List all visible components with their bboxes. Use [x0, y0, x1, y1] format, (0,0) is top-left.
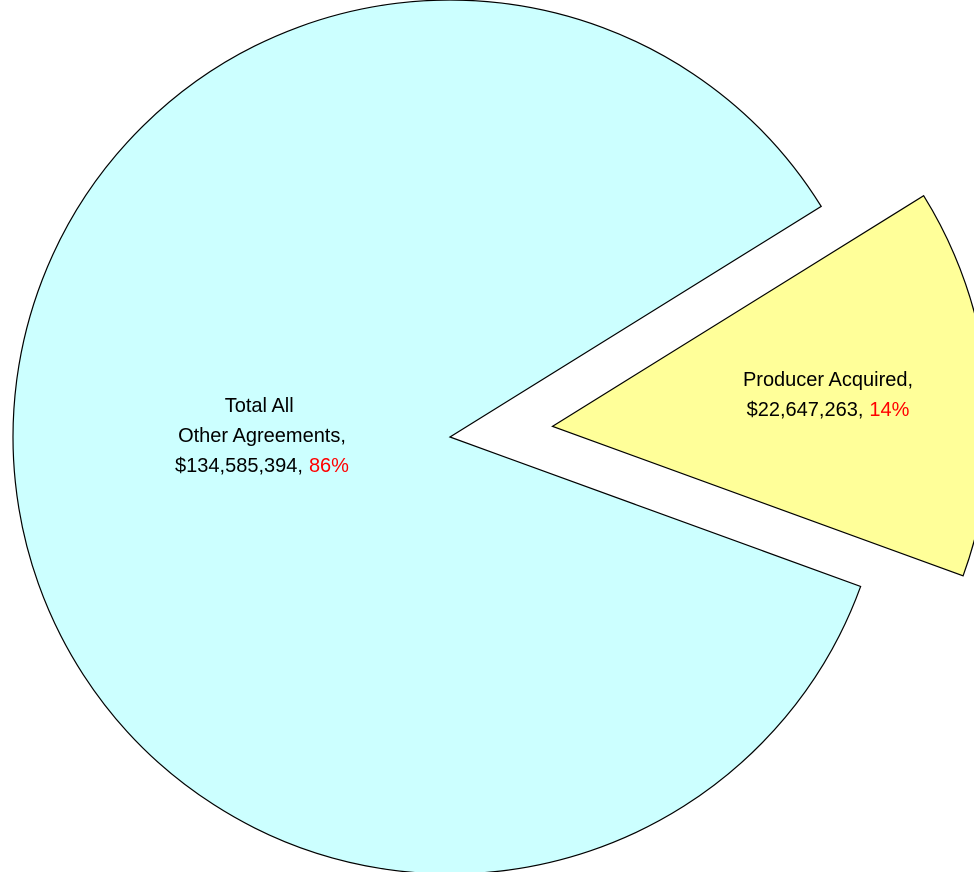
slice-label: Producer Acquired,	[743, 369, 913, 391]
percent-label: 86%	[309, 455, 349, 477]
slice-value-label: $22,647,263, 14%	[747, 399, 910, 421]
slice-label: Total All Other Agreements,	[178, 395, 346, 447]
percent-label: 14%	[869, 399, 909, 421]
pie-slice	[551, 194, 974, 577]
slice-value-label: $134,585,394, 86%	[175, 455, 349, 477]
value-label: $134,585,394,	[175, 455, 303, 477]
pie-slice	[12, 0, 862, 872]
value-label: $22,647,263,	[747, 399, 864, 421]
